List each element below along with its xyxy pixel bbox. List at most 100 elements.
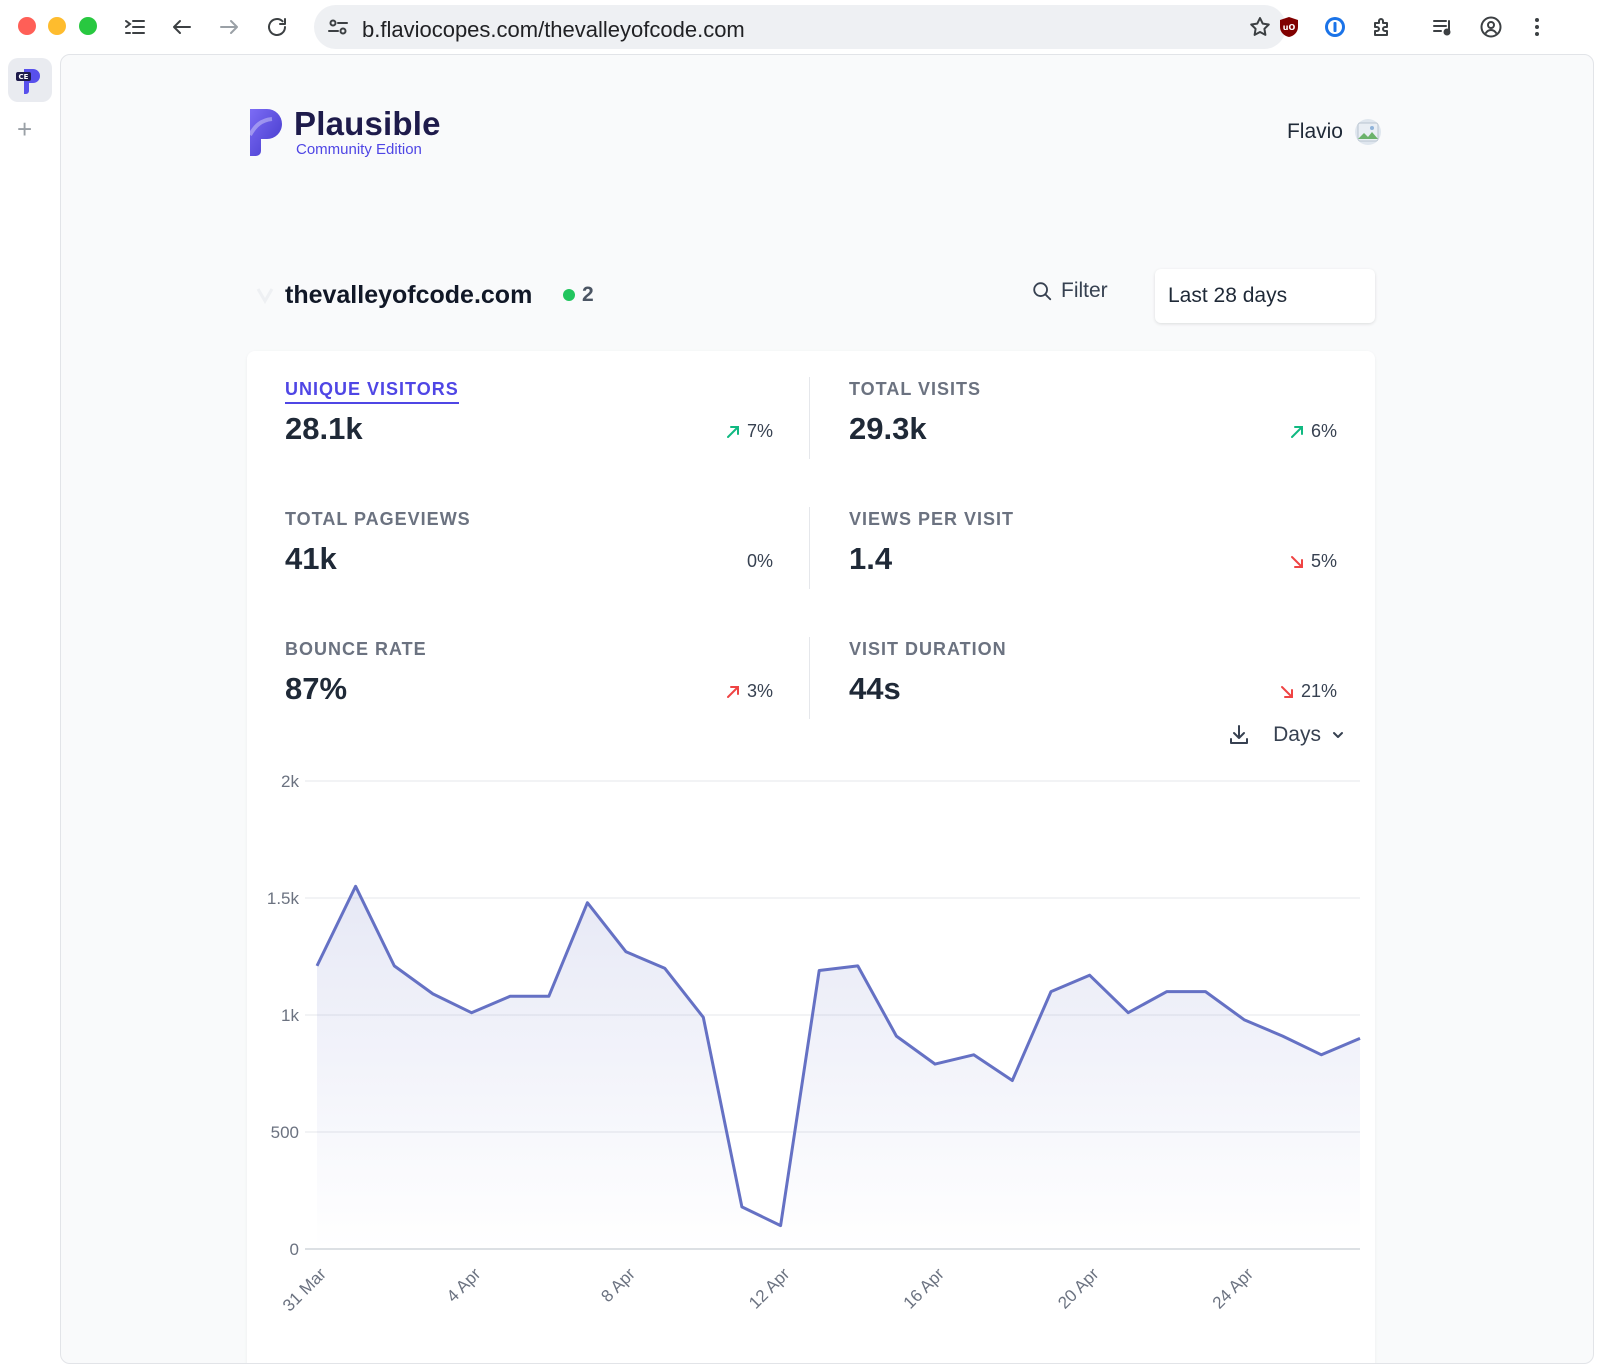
ublock-extension-icon[interactable]: uO [1272,10,1306,44]
metric-label: TOTAL PAGEVIEWS [285,509,471,529]
metric-unique-visitors[interactable]: UNIQUE VISITORS 28.1k 7% [285,379,773,469]
add-panel-plus-icon[interactable]: + [17,114,33,144]
x-tick-label: 8 Apr [597,1264,639,1306]
data-point[interactable] [929,1058,941,1070]
date-range-label: Last 28 days [1168,284,1288,307]
data-point[interactable] [890,1030,902,1042]
arrow-down-right-icon [1290,555,1303,568]
rail-app-plausible[interactable]: CE [8,58,52,102]
data-point[interactable] [697,1011,709,1023]
media-queue-icon[interactable] [1426,10,1460,44]
metric-total-pageviews[interactable]: TOTAL PAGEVIEWS 41k 0% [285,509,773,599]
arrow-down-right-icon [1280,685,1293,698]
data-point[interactable] [1277,1030,1289,1042]
address-bar[interactable]: b.flaviocopes.com/thevalleyofcode.com [314,5,1286,49]
data-point[interactable] [1084,969,1096,981]
metric-change: 21% [1279,681,1337,702]
close-window-button[interactable] [18,17,36,35]
metric-value: 29.3k [849,411,927,446]
data-point[interactable] [1045,986,1057,998]
metric-value: 28.1k [285,411,363,446]
data-point[interactable] [1315,1049,1327,1061]
plausible-logo-icon [248,109,282,156]
browser-toolbar: b.flaviocopes.com/thevalleyofcode.com uO [0,0,1600,54]
visitors-area [317,886,1360,1249]
chevron-down-icon [1333,732,1343,738]
data-point[interactable] [852,960,864,972]
user-name[interactable]: Flavio [1286,120,1343,143]
data-point[interactable] [659,962,671,974]
profile-icon[interactable] [1474,10,1508,44]
data-point[interactable] [813,965,825,977]
metric-bounce-rate[interactable]: BOUNCE RATE 87% 3% [285,639,773,729]
data-point[interactable] [1238,1014,1250,1026]
data-point[interactable] [504,990,516,1002]
metric-change: 5% [1289,551,1337,572]
minimize-window-button[interactable] [48,17,66,35]
y-tick-label: 2k [281,772,299,791]
data-point[interactable] [388,960,400,972]
interval-picker[interactable]: Days [1273,723,1345,747]
site-domain[interactable]: thevalleyofcode.com [285,281,533,309]
data-point[interactable] [620,946,632,958]
data-point[interactable] [1006,1075,1018,1087]
url-text[interactable]: b.flaviocopes.com/thevalleyofcode.com [362,17,745,42]
y-tick-label: 500 [271,1123,299,1142]
metric-change-value: 5% [1310,551,1337,571]
brand-name: Plausible [294,105,441,142]
chart-x-axis: 31 Mar 4 Apr 8 Apr 12 Apr 16 Apr 20 Apr 24 Apr [279,1264,1257,1315]
download-icon[interactable] [1227,723,1251,747]
browser-menu-icon[interactable] [1520,10,1554,44]
data-point[interactable] [1161,986,1173,998]
brand-edition: Community Edition [296,141,422,158]
metric-change-value: 21% [1300,681,1337,701]
data-point[interactable] [311,960,323,972]
data-point[interactable] [427,988,439,1000]
plausible-logo[interactable]: Plausible Community Edition [246,105,456,161]
live-dot-icon [563,289,575,301]
reload-icon[interactable] [260,10,294,44]
filter-button[interactable]: Filter [1031,279,1108,303]
data-point[interactable] [1122,1007,1134,1019]
tab-search-icon[interactable] [118,10,152,44]
metric-views-per-visit[interactable]: VIEWS PER VISIT 1.4 5% [849,509,1337,599]
data-point[interactable] [736,1201,748,1213]
data-point[interactable] [775,1220,787,1232]
page-content: Plausible Community Edition Flavio theva… [60,54,1594,1364]
metric-change: 7% [725,421,773,442]
extensions-puzzle-icon[interactable] [1365,10,1399,44]
site-header: thevalleyofcode.com 2 Filter Last 28 day… [247,265,1375,325]
data-point[interactable] [543,990,555,1002]
data-point[interactable] [581,897,593,909]
forward-icon[interactable] [212,10,246,44]
date-range-picker[interactable]: Last 28 days [1155,269,1375,323]
interval-label: Days [1273,723,1321,746]
metric-change-value: 7% [746,421,773,441]
data-point[interactable] [350,880,362,892]
search-icon [1033,282,1052,301]
user-menu[interactable]: Flavio [1287,119,1381,145]
metric-total-visits[interactable]: TOTAL VISITS 29.3k 6% [849,379,1337,469]
plausible-ce-app-icon: CE [16,69,40,94]
data-point[interactable] [968,1049,980,1061]
data-point[interactable] [466,1007,478,1019]
metric-change: 6% [1289,421,1337,442]
metric-visit-duration[interactable]: VISIT DURATION 44s 21% [849,639,1337,729]
arrow-up-right-icon [726,685,739,698]
current-visitors[interactable]: 2 [563,283,594,307]
visitors-chart[interactable]: 0 500 1k 1.5k 2k 31 Mar 4 Apr 8 Apr 12 Apr 16 Ap… [247,763,1375,1364]
data-point[interactable] [1354,1032,1366,1044]
y-tick-label: 1k [281,1006,299,1025]
metric-value: 1.4 [849,541,893,576]
data-point[interactable] [1199,986,1211,998]
metric-value: 87% [285,671,348,706]
maximize-window-button[interactable] [79,17,97,35]
avatar[interactable] [1355,119,1381,145]
bookmark-star-icon[interactable] [1248,15,1272,39]
x-tick-label: 12 Apr [745,1264,793,1312]
password-manager-extension-icon[interactable] [1318,10,1352,44]
chart-y-axis: 0 500 1k 1.5k 2k [267,772,300,1259]
arrow-up-right-icon [1290,425,1303,438]
back-icon[interactable] [165,10,199,44]
site-settings-icon[interactable] [326,15,350,39]
